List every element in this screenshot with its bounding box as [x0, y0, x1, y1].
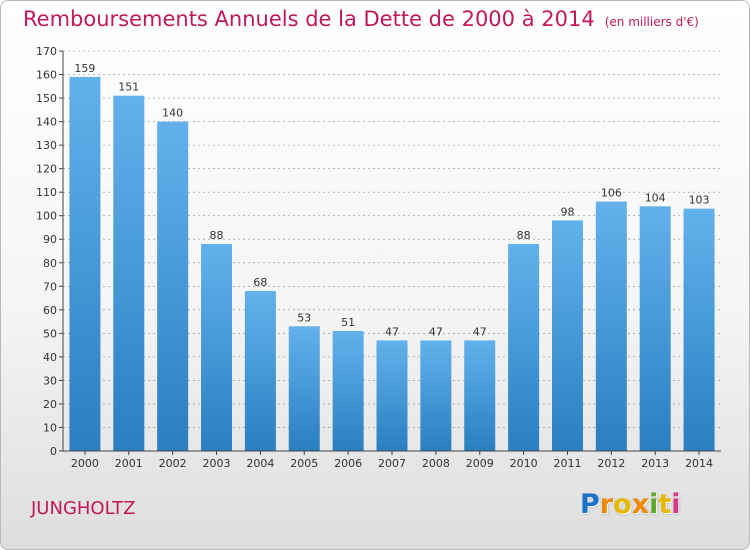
bars — [69, 76, 715, 452]
axes — [59, 50, 721, 455]
y-tick-label: 140 — [36, 116, 57, 129]
x-tick-label: 2001 — [115, 457, 143, 470]
x-tick-label: 2003 — [203, 457, 231, 470]
data-label: 103 — [689, 194, 710, 207]
y-tick-label: 60 — [43, 304, 57, 317]
y-tick-label: 70 — [43, 280, 57, 293]
logo-letter: r — [599, 489, 614, 520]
logo-letter: x — [631, 489, 650, 520]
bar — [376, 340, 408, 451]
data-label: 47 — [429, 325, 443, 338]
x-tick-label: 2011 — [553, 457, 581, 470]
x-tick-label: 2008 — [422, 457, 450, 470]
y-tick-label: 90 — [43, 233, 57, 246]
y-tick-label: 80 — [43, 257, 57, 270]
chart-title: Remboursements Annuels de la Dette de 20… — [23, 7, 699, 31]
data-label: 104 — [645, 191, 666, 204]
bar — [201, 243, 233, 451]
data-label: 51 — [341, 316, 355, 329]
bar — [69, 76, 101, 451]
y-tick-label: 110 — [36, 186, 57, 199]
bar — [244, 291, 276, 451]
x-tick-label: 2009 — [466, 457, 494, 470]
data-label: 88 — [210, 229, 224, 242]
y-tick-label: 0 — [50, 445, 57, 458]
data-label: 53 — [297, 311, 311, 324]
bar — [420, 340, 452, 451]
data-label: 98 — [560, 205, 574, 218]
y-tick-label: 50 — [43, 327, 57, 340]
data-label: 88 — [517, 229, 531, 242]
y-tick-label: 150 — [36, 92, 57, 105]
x-tick-label: 2012 — [597, 457, 625, 470]
y-tick-label: 120 — [36, 163, 57, 176]
data-label: 151 — [118, 81, 139, 94]
x-tick-label: 2004 — [246, 457, 274, 470]
y-tick-label: 170 — [36, 45, 57, 58]
x-tick-label: 2007 — [378, 457, 406, 470]
data-label: 106 — [601, 187, 622, 200]
y-tick-label: 100 — [36, 210, 57, 223]
logo-letter: i — [649, 489, 659, 520]
bar — [332, 331, 364, 451]
data-label: 47 — [473, 325, 487, 338]
y-tick-label: 10 — [43, 421, 57, 434]
y-tick-label: 160 — [36, 69, 57, 82]
logo-letter: i — [671, 489, 681, 520]
x-tick-label: 2002 — [159, 457, 187, 470]
x-tick-label: 2000 — [71, 457, 99, 470]
logo-letter: t — [658, 489, 672, 520]
logo-letter: P — [580, 489, 600, 520]
x-tick-label: 2005 — [290, 457, 318, 470]
data-label: 159 — [74, 62, 95, 75]
commune-name: JUNGHOLTZ — [31, 498, 136, 519]
bar — [508, 243, 540, 451]
bar — [157, 121, 189, 452]
y-tick-label: 130 — [36, 139, 57, 152]
bar — [113, 95, 145, 452]
y-tick-label: 20 — [43, 398, 57, 411]
bar — [551, 220, 583, 451]
y-tick-label: 40 — [43, 351, 57, 364]
x-tick-label: 2014 — [685, 457, 713, 470]
y-tick-label: 30 — [43, 374, 57, 387]
bar — [595, 201, 627, 451]
x-tick-label: 2013 — [641, 457, 669, 470]
labels: 0 10 20 30 40 50 60 70 80 90 100 110 120 130 140 150 160… — [36, 45, 713, 470]
logo-letter: o — [613, 489, 632, 520]
data-label: 140 — [162, 107, 183, 120]
bar — [464, 340, 496, 451]
bar — [639, 206, 671, 451]
x-tick-label: 2010 — [510, 457, 538, 470]
x-tick-label: 2006 — [334, 457, 362, 470]
chart-title-text: Remboursements Annuels de la Dette de 20… — [23, 7, 595, 31]
bar — [288, 326, 320, 451]
proxiti-logo: Proxiti — [580, 489, 681, 520]
data-label: 47 — [385, 325, 399, 338]
data-label: 68 — [253, 276, 267, 289]
bar — [683, 208, 715, 451]
chart-unit: (en milliers d'€) — [604, 15, 699, 29]
